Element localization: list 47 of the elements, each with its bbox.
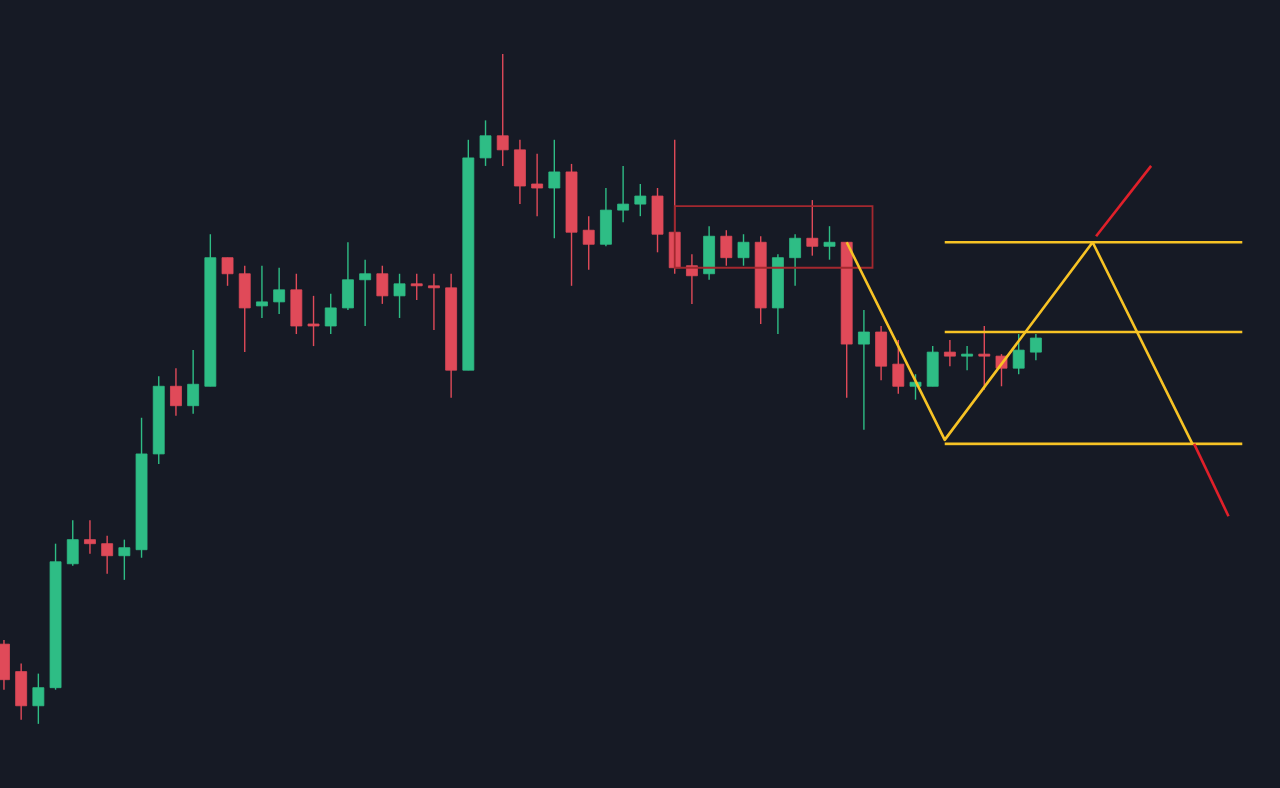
candlestick <box>273 267 286 315</box>
candlestick <box>428 273 440 331</box>
candlestick <box>926 345 939 387</box>
candlestick <box>651 187 664 254</box>
candlestick <box>1029 333 1042 361</box>
candlestick <box>582 215 595 271</box>
candlestick <box>324 293 337 335</box>
candlestick <box>961 345 973 371</box>
candlestick <box>221 256 234 287</box>
candlestick <box>789 233 802 287</box>
candlestick <box>737 233 750 267</box>
candlestick <box>101 534 114 575</box>
candlestick <box>823 225 836 261</box>
candlestick <box>359 258 372 327</box>
candlestick <box>479 119 492 167</box>
candlestick <box>32 672 45 725</box>
candlestick <box>514 139 526 205</box>
candlestick <box>1012 333 1025 375</box>
candlestick <box>290 273 303 335</box>
candlestick <box>703 225 716 281</box>
candlestick <box>238 265 251 353</box>
candlestick <box>978 325 991 391</box>
candlestick <box>84 519 96 555</box>
candlestick <box>617 165 630 223</box>
candlestick <box>393 273 406 319</box>
candlestick <box>307 295 320 347</box>
candlestick <box>170 367 182 417</box>
candlestick <box>806 199 819 257</box>
candlestick <box>66 519 79 567</box>
candlestick <box>410 273 423 301</box>
candlestick <box>634 183 647 217</box>
candlestick <box>720 229 733 267</box>
candlestick <box>118 538 131 581</box>
candlestick <box>342 241 354 311</box>
candlestick <box>892 339 905 395</box>
candlestick <box>0 639 10 691</box>
candlestick <box>875 325 888 381</box>
candlestick <box>256 265 268 319</box>
candlestick <box>376 265 389 305</box>
candlestick <box>187 349 200 415</box>
candlestick <box>600 187 612 247</box>
candlestick <box>858 309 870 431</box>
candlestick <box>548 139 561 239</box>
candlestick <box>15 662 28 721</box>
candlestick <box>531 153 544 217</box>
candlestick <box>496 53 509 167</box>
candlestick <box>943 339 956 367</box>
